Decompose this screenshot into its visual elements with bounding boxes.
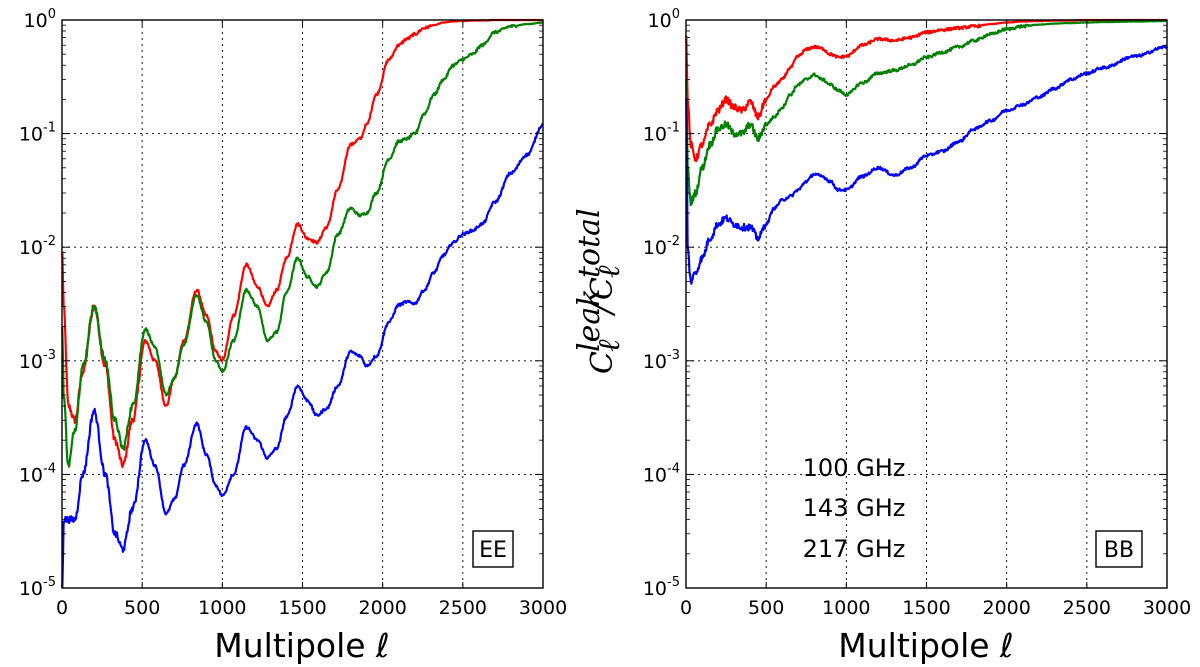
legend-entry-100ghz: 100 GHz: [803, 454, 906, 482]
bb-xtick-label-500: 500: [748, 597, 784, 619]
ylabel-ell1: ℓ: [592, 339, 627, 352]
ee-ytick-label--2: 10-2: [19, 234, 56, 259]
bb-x-axis-label: Multipole ℓ: [838, 626, 1013, 665]
ylabel-total: total: [572, 208, 607, 278]
ee-ytick-label--1: 10-1: [19, 121, 56, 146]
bb-xtick-label-1000: 1000: [822, 597, 870, 619]
ee-ytick-label--3: 10-3: [19, 348, 56, 373]
ee-ytick-label--5: 10-5: [19, 575, 56, 600]
ee-xtick-label-0: 0: [56, 597, 68, 619]
ylabel-c1: C: [585, 351, 620, 374]
bb-ytick-label--2: 10-2: [643, 234, 680, 259]
bb-ytick-label--4: 10-4: [643, 461, 680, 486]
ee-panel-tag-box: [472, 530, 514, 568]
bb-series: [685, 18, 1168, 285]
ee-xtick-label-1500: 1500: [278, 597, 326, 619]
bb-panel-tag-box: [1095, 530, 1143, 568]
bb-y-ticks: 100 10-1 10-2 10-3 10-4 10-5: [643, 7, 1167, 600]
bb-series-143ghz: [685, 19, 1168, 207]
legend-entry-143ghz: 143 GHz: [803, 494, 906, 522]
ee-grid: [62, 20, 543, 588]
bb-x-ticks: 0 500 1000 1500 2000 2500 3000: [680, 20, 1191, 619]
legend: 100 GHz 143 GHz 217 GHz: [803, 454, 906, 563]
bb-ytick-label--5: 10-5: [643, 575, 680, 600]
ee-series: [61, 18, 544, 589]
ylabel-ell2: ℓ: [592, 265, 627, 278]
ee-ytick-label--4: 10-4: [19, 461, 56, 486]
ee-series-100ghz: [61, 18, 544, 469]
ee-xtick-label-500: 500: [124, 597, 160, 619]
ee-xtick-label-2000: 2000: [358, 597, 406, 619]
ee-series-143ghz: [61, 21, 544, 468]
bb-panel: 0 500 1000 1500 2000 2500 3000 100 10-1 10-2 10-3…: [572, 7, 1191, 665]
ee-y-ticks: 100 10-1 10-2 10-3 10-4 10-5: [19, 7, 543, 600]
ee-x-ticks: 0 500 1000 1500 2000 2500 3000: [56, 20, 567, 619]
bb-xtick-label-0: 0: [680, 597, 692, 619]
ee-xtick-label-1000: 1000: [198, 597, 246, 619]
bb-ytick-label-0: 100: [648, 7, 680, 32]
bb-ytick-label--1: 10-1: [643, 121, 680, 146]
ylabel-c2: C: [585, 277, 620, 300]
bb-xtick-label-2000: 2000: [982, 597, 1030, 619]
bb-xtick-label-3000: 3000: [1143, 597, 1191, 619]
bb-grid: [686, 20, 1167, 588]
bb-y-axis-label: C leak ℓ / C total ℓ: [572, 208, 627, 374]
ee-xtick-label-2500: 2500: [439, 597, 487, 619]
bb-series-217ghz: [685, 45, 1168, 285]
bb-xtick-label-1500: 1500: [902, 597, 950, 619]
ee-panel: 0 500 1000 1500 2000 2500 3000 100 10-1 10-2 10-3…: [19, 7, 567, 665]
ylabel-leak: leak: [572, 289, 607, 352]
bb-panel-tag: BB: [1104, 538, 1134, 563]
legend-entry-217ghz: 217 GHz: [803, 535, 906, 563]
ee-panel-tag: EE: [479, 538, 507, 563]
ee-x-axis-label: Multipole ℓ: [214, 626, 389, 665]
ylabel-slash: /: [585, 301, 620, 317]
ee-ytick-label-0: 100: [24, 7, 56, 32]
ee-series-217ghz: [61, 123, 544, 589]
ee-xtick-label-3000: 3000: [519, 597, 567, 619]
bb-ytick-label--3: 10-3: [643, 348, 680, 373]
bb-xtick-label-2500: 2500: [1063, 597, 1111, 619]
